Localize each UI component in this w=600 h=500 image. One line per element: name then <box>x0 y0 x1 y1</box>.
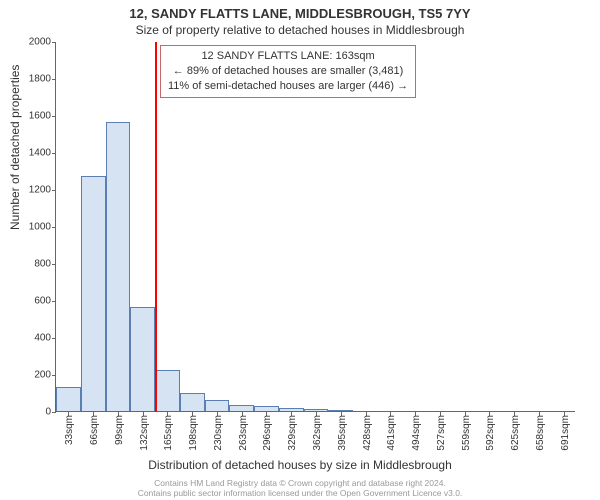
y-tick-mark <box>52 301 56 302</box>
histogram-bar <box>205 400 230 411</box>
x-tick-label: 658sqm <box>535 415 546 451</box>
footer-line2: Contains public sector information licen… <box>0 488 600 498</box>
annotation-line1: 12 SANDY FLATTS LANE: 163sqm <box>168 49 408 64</box>
x-tick-label: 329sqm <box>287 415 298 451</box>
annotation-box: 12 SANDY FLATTS LANE: 163sqm← 89% of det… <box>160 45 416 98</box>
y-tick-mark <box>52 42 56 43</box>
x-tick-label: 263sqm <box>238 415 249 451</box>
footer-line1: Contains HM Land Registry data © Crown c… <box>0 478 600 488</box>
histogram-bar <box>180 393 205 412</box>
y-tick-mark <box>52 116 56 117</box>
y-tick-mark <box>52 79 56 80</box>
annotation-line3: 11% of semi-detached houses are larger (… <box>168 79 408 94</box>
annotation-line2: ← 89% of detached houses are smaller (3,… <box>168 64 408 79</box>
histogram-bar <box>130 307 155 411</box>
x-tick-label: 395sqm <box>337 415 348 451</box>
x-tick-label: 296sqm <box>262 415 273 451</box>
histogram-bar <box>155 370 180 411</box>
y-tick-mark <box>52 227 56 228</box>
y-tick-label: 1200 <box>21 185 51 196</box>
attribution-footer: Contains HM Land Registry data © Crown c… <box>0 478 600 498</box>
histogram-bar <box>304 409 329 411</box>
y-tick-label: 1600 <box>21 111 51 122</box>
histogram-bar <box>328 410 353 411</box>
x-tick-label: 428sqm <box>362 415 373 451</box>
y-tick-label: 400 <box>21 333 51 344</box>
y-tick-label: 1800 <box>21 74 51 85</box>
y-tick-label: 600 <box>21 296 51 307</box>
chart-title-line2: Size of property relative to detached ho… <box>0 21 600 37</box>
y-axis-label: Number of detached properties <box>8 65 22 230</box>
x-tick-label: 99sqm <box>114 415 125 445</box>
y-tick-mark <box>52 153 56 154</box>
y-tick-mark <box>52 264 56 265</box>
histogram-plot-area: 020040060080010001200140016001800200033s… <box>55 42 575 412</box>
x-tick-label: 66sqm <box>89 415 100 445</box>
y-tick-mark <box>52 190 56 191</box>
histogram-bar <box>106 122 131 411</box>
y-tick-mark <box>52 412 56 413</box>
x-axis-label: Distribution of detached houses by size … <box>0 458 600 472</box>
x-tick-label: 165sqm <box>163 415 174 451</box>
x-tick-label: 362sqm <box>312 415 323 451</box>
x-tick-label: 559sqm <box>461 415 472 451</box>
chart-title-line1: 12, SANDY FLATTS LANE, MIDDLESBROUGH, TS… <box>0 0 600 21</box>
y-tick-label: 0 <box>21 407 51 418</box>
histogram-bar <box>279 408 304 411</box>
x-tick-label: 592sqm <box>485 415 496 451</box>
histogram-bar <box>56 387 81 411</box>
x-tick-label: 198sqm <box>188 415 199 451</box>
x-tick-label: 33sqm <box>64 415 75 445</box>
histogram-bar <box>254 406 279 411</box>
y-tick-label: 200 <box>21 370 51 381</box>
reference-line <box>155 42 157 412</box>
x-tick-label: 691sqm <box>560 415 571 451</box>
histogram-bar <box>229 405 254 411</box>
y-tick-label: 800 <box>21 259 51 270</box>
y-tick-mark <box>52 375 56 376</box>
x-tick-label: 461sqm <box>386 415 397 451</box>
y-tick-label: 2000 <box>21 37 51 48</box>
y-tick-mark <box>52 338 56 339</box>
x-tick-label: 625sqm <box>510 415 521 451</box>
y-tick-label: 1000 <box>21 222 51 233</box>
x-tick-label: 494sqm <box>411 415 422 451</box>
histogram-bar <box>81 176 106 411</box>
y-tick-label: 1400 <box>21 148 51 159</box>
x-tick-label: 527sqm <box>436 415 447 451</box>
x-tick-label: 132sqm <box>139 415 150 451</box>
x-tick-label: 230sqm <box>213 415 224 451</box>
